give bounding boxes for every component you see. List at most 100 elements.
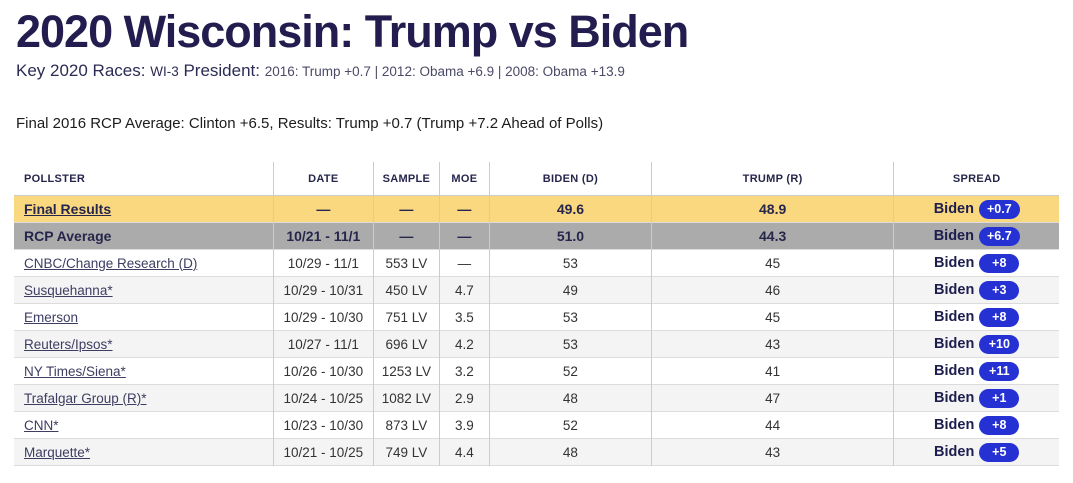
pollster-link[interactable]: Final Results [24,201,112,217]
cell-spread: Biden +8 [894,412,1059,439]
cell-moe: 4.2 [439,330,490,358]
pollster-link[interactable]: Emerson [24,309,79,325]
cell-sample: 1082 LV [373,384,440,412]
spread-leader-label: Biden [934,281,975,298]
president-link[interactable]: President: [183,61,260,80]
cell-pollster: Emerson [14,303,274,331]
col-header-date: DATE [273,162,374,196]
spread-margin-badge: +6.7 [978,226,1020,246]
poll-table-header: POLLSTER DATE SAMPLE MOE BIDEN (D) TRUMP… [14,162,1059,196]
cell-moe: 4.4 [439,438,490,466]
table-row: Emerson 10/29 - 10/30 751 LV 3.5 53 45 B… [14,303,1059,331]
cell-pollster: NY Times/Siena* [14,357,274,385]
cell-biden: 53 [489,330,652,358]
pollster-link[interactable]: Trafalgar Group (R)* [24,390,147,406]
page-header: 2020 Wisconsin: Trump vs Biden Key 2020 … [0,0,1073,82]
col-header-moe: MOE [439,162,490,196]
spread-margin-badge: +1 [979,388,1020,408]
table-row: RCP Average 10/21 - 11/1 — — 51.0 44.3 B… [14,222,1059,250]
race-link-wi3[interactable]: WI-3 [150,64,179,79]
cell-spread: Biden +6.7 [894,223,1059,250]
cell-biden: 48 [489,384,652,412]
cell-moe: — [439,249,490,277]
page-title: 2020 Wisconsin: Trump vs Biden [16,6,689,57]
cell-spread: Biden +8 [894,304,1059,331]
cell-trump: 41 [651,357,895,385]
col-header-pollster: POLLSTER [14,162,274,196]
cell-trump: 43 [651,438,895,466]
pollster-link[interactable]: Susquehanna* [24,282,113,298]
cell-date: — [273,195,374,223]
cell-moe: — [439,195,490,223]
spread-margin-badge: +3 [979,280,1020,300]
cell-sample: — [373,195,440,223]
cell-spread: Biden +1 [894,385,1059,412]
table-row: Trafalgar Group (R)* 10/24 - 10/25 1082 … [14,384,1059,412]
cell-trump: 48.9 [651,195,895,223]
spread-leader-label: Biden [934,335,975,352]
spread-margin-badge: +8 [979,253,1020,273]
cell-date: 10/21 - 10/25 [273,438,374,466]
poll-table: POLLSTER DATE SAMPLE MOE BIDEN (D) TRUMP… [14,162,1059,466]
cell-date: 10/29 - 10/31 [273,276,374,304]
pollster-link[interactable]: CNBC/Change Research (D) [24,255,198,271]
cell-trump: 46 [651,276,895,304]
cell-trump: 45 [651,303,895,331]
cell-date: 10/26 - 10/30 [273,357,374,385]
cell-sample: — [373,222,440,250]
cell-sample: 751 LV [373,303,440,331]
cell-pollster: Final Results [14,195,274,223]
table-row: Susquehanna* 10/29 - 10/31 450 LV 4.7 49… [14,276,1059,304]
spread-margin-badge: +8 [979,415,1020,435]
spread-margin-badge: +5 [979,442,1020,462]
cell-moe: 3.9 [439,411,490,439]
cell-biden: 49.6 [489,195,652,223]
cell-spread: Biden +10 [894,331,1059,358]
cell-pollster: RCP Average [14,222,274,250]
cell-date: 10/29 - 10/30 [273,303,374,331]
spread-leader-label: Biden [934,416,975,433]
pollster-link[interactable]: NY Times/Siena* [24,363,126,379]
cell-moe: 4.7 [439,276,490,304]
cell-pollster: CNN* [14,411,274,439]
cell-trump: 45 [651,249,895,277]
spread-margin-badge: +0.7 [978,199,1020,219]
cell-date: 10/23 - 10/30 [273,411,374,439]
cell-sample: 749 LV [373,438,440,466]
cell-biden: 49 [489,276,652,304]
table-row: Final Results — — — 49.6 48.9 Biden +0.7 [14,195,1059,223]
pollster-link[interactable]: CNN* [24,417,59,433]
spread-leader-label: Biden [933,227,974,244]
pollster-link[interactable]: Marquette* [24,444,91,460]
cell-moe: — [439,222,490,250]
cell-spread: Biden +0.7 [894,196,1059,223]
cell-biden: 48 [489,438,652,466]
cell-moe: 3.5 [439,303,490,331]
pollster-link[interactable]: Reuters/Ipsos* [24,336,113,352]
cell-pollster: CNBC/Change Research (D) [14,249,274,277]
table-row: CNBC/Change Research (D) 10/29 - 11/1 55… [14,249,1059,277]
cell-biden: 52 [489,357,652,385]
spread-leader-label: Biden [934,362,975,379]
cell-biden: 51.0 [489,222,652,250]
past-results-text: 2016: Trump +0.7 | 2012: Obama +6.9 | 20… [264,64,625,79]
col-header-biden: BIDEN (D) [489,162,652,196]
cell-moe: 2.9 [439,384,490,412]
final-2016-summary: Final 2016 RCP Average: Clinton +6.5, Re… [16,115,604,132]
table-row: Marquette* 10/21 - 10/25 749 LV 4.4 48 4… [14,438,1059,466]
cell-trump: 44.3 [651,222,895,250]
key-races-bar: Key 2020 Races: WI-3 President: 2016: Tr… [16,60,1073,82]
pollster-link: RCP Average [24,228,112,244]
cell-pollster: Trafalgar Group (R)* [14,384,274,412]
cell-sample: 553 LV [373,249,440,277]
cell-pollster: Marquette* [14,438,274,466]
cell-date: 10/24 - 10/25 [273,384,374,412]
cell-biden: 53 [489,303,652,331]
cell-sample: 1253 LV [373,357,440,385]
cell-sample: 450 LV [373,276,440,304]
cell-date: 10/27 - 11/1 [273,330,374,358]
table-row: NY Times/Siena* 10/26 - 10/30 1253 LV 3.… [14,357,1059,385]
cell-spread: Biden +11 [894,358,1059,385]
cell-sample: 696 LV [373,330,440,358]
